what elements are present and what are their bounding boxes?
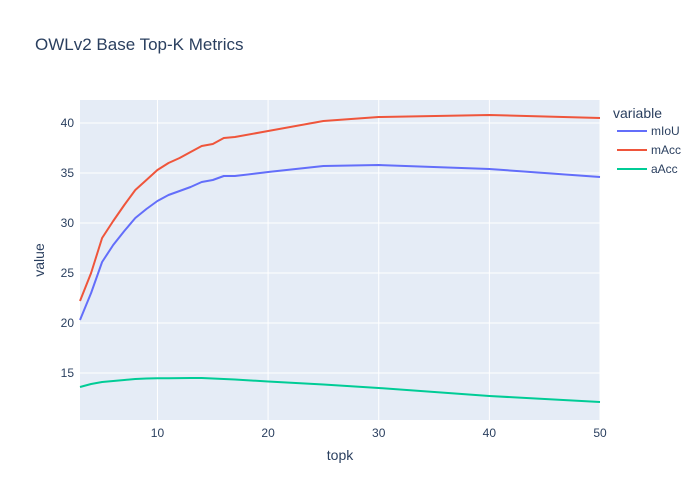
- y-tick-label: 35: [61, 166, 75, 180]
- y-tick-label: 25: [61, 266, 75, 280]
- series-line-macc: [79, 114, 601, 302]
- x-tick-label: 30: [372, 426, 386, 440]
- y-tick-label: 20: [61, 316, 75, 330]
- chart-title: OWLv2 Base Top-K Metrics: [35, 35, 243, 54]
- legend-label: mAcc: [651, 143, 681, 157]
- legend-title: variable: [613, 105, 662, 121]
- y-tick-labels: 15 20 25 30 35 40: [61, 116, 75, 380]
- series-line-aacc: [79, 377, 601, 403]
- legend-item-macc[interactable]: mAcc: [617, 143, 681, 157]
- x-tick-label: 10: [151, 426, 165, 440]
- series-line-miou: [79, 164, 601, 321]
- x-tick-label: 50: [593, 426, 607, 440]
- y-tick-label: 15: [61, 366, 75, 380]
- x-tick-label: 20: [261, 426, 275, 440]
- legend-item-miou[interactable]: mIoU: [617, 124, 680, 138]
- y-gridlines: [80, 122, 600, 374]
- x-tick-labels: 10 20 30 40 50: [151, 426, 607, 440]
- legend-label: aAcc: [651, 162, 678, 176]
- y-tick-label: 40: [61, 116, 75, 130]
- y-axis-title: value: [31, 243, 47, 277]
- legend[interactable]: mIoU mAcc aAcc: [617, 124, 681, 176]
- legend-label: mIoU: [651, 124, 680, 138]
- x-tick-label: 40: [483, 426, 497, 440]
- plot-area: [80, 100, 600, 420]
- series-lines: [79, 114, 601, 403]
- x-axis-title: topk: [327, 447, 354, 463]
- legend-item-aacc[interactable]: aAcc: [617, 162, 678, 176]
- y-tick-label: 30: [61, 216, 75, 230]
- x-gridlines: [156, 100, 601, 420]
